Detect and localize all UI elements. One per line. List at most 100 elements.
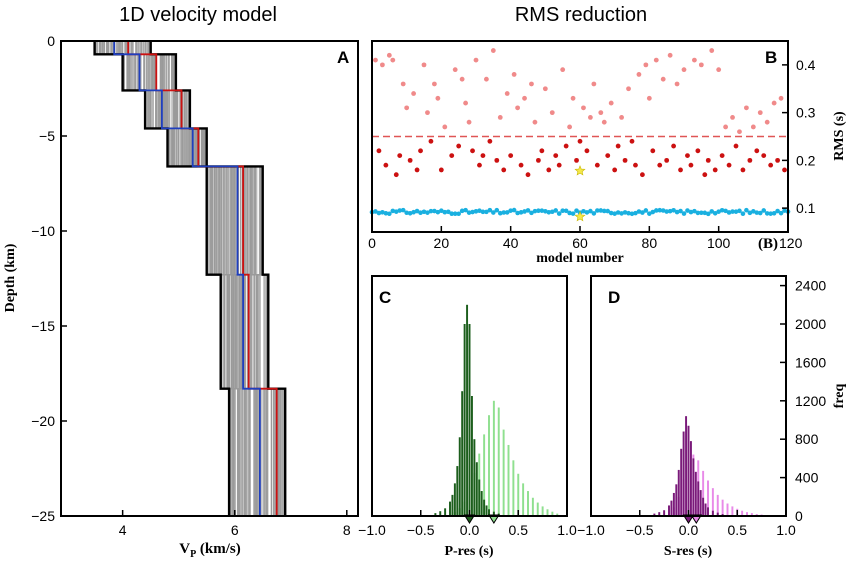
final-rms-cyan-point — [709, 209, 715, 214]
final-rms-cyan-point — [601, 208, 607, 214]
y-tick-label: 0.4 — [796, 57, 816, 73]
final-rms-cyan-point — [671, 207, 676, 213]
final-rms-cyan-point — [588, 208, 593, 214]
histogram-bar-after — [707, 507, 709, 516]
initial-rms-point — [522, 95, 527, 101]
initial-rms-point — [764, 119, 770, 125]
x-tick-label: 0.5 — [509, 522, 529, 538]
final-rms-red-point — [480, 153, 486, 159]
final-rms-cyan-point — [685, 208, 690, 213]
histogram-bar-before — [746, 512, 748, 516]
reference-velocity-line — [127, 41, 278, 516]
initial-rms-point — [459, 76, 465, 82]
y-tick-label: −20 — [31, 413, 55, 429]
final-rms-cyan-point — [626, 210, 631, 216]
final-rms-cyan-point — [744, 207, 749, 213]
y-tick-label: 2400 — [795, 278, 826, 294]
y-tick-label: 0 — [795, 508, 803, 524]
panel-c-xlabel: P-res (s) — [444, 544, 493, 559]
histogram-bar-after — [473, 439, 476, 516]
histogram-bar-after — [711, 510, 714, 516]
final-rms-red-point — [705, 157, 711, 163]
panel-c-ticks: −1.0 −0.5 0.0 0.5 1.0 — [358, 510, 577, 538]
final-rms-red-point — [685, 153, 690, 159]
histogram-bar-after — [488, 509, 490, 516]
final-rms-cyan-point — [536, 208, 541, 214]
final-rms-cyan-point — [584, 210, 590, 215]
initial-rms-point — [591, 81, 597, 87]
final-rms-cyan-point — [660, 208, 666, 213]
final-rms-red-point — [726, 162, 732, 168]
final-rms-cyan-point — [404, 210, 409, 216]
x-tick-label: −0.5 — [626, 522, 654, 538]
panel-a-ylabel: Depth (km) — [3, 243, 18, 312]
histogram-bar-after — [677, 469, 680, 516]
final-rms-red-point — [712, 167, 718, 173]
histogram-bar-after — [680, 448, 683, 516]
panel-a-letter: A — [337, 48, 349, 67]
final-rms-cyan-point — [581, 208, 586, 214]
y-tick-label: 0.1 — [796, 200, 816, 216]
panel-b-ticks: 0 20 40 60 80 100 120 0.1 0.2 0.3 0.4 — [368, 57, 816, 251]
final-rms-cyan-point — [491, 210, 496, 215]
final-rms-cyan-point — [511, 207, 517, 213]
y-tick-label: −5 — [39, 128, 55, 144]
histogram-bar-after — [468, 324, 471, 516]
histogram-bar-before — [702, 470, 705, 516]
final-rms-cyan-point — [619, 211, 624, 216]
x-tick-label: 0 — [368, 235, 376, 251]
panel-b-ylabel: RMS (s) — [832, 111, 847, 161]
initial-rms-point — [681, 67, 687, 73]
x-tick-label: −0.5 — [407, 522, 435, 538]
final-rms-red-point — [664, 157, 670, 163]
final-rms-red-point — [438, 167, 444, 173]
histogram-bar-after — [483, 499, 486, 516]
final-rms-cyan-point — [456, 211, 461, 217]
final-rms-cyan-point — [556, 211, 562, 216]
velocity-bounds-lines — [93, 41, 287, 516]
y-tick-label: 0 — [47, 33, 55, 49]
final-rms-cyan-point — [705, 211, 711, 217]
final-rms-cyan-point — [418, 210, 423, 216]
final-rms-cyan-point — [480, 209, 486, 215]
final-rms-cyan-point — [484, 209, 489, 215]
final-rms-red-point — [622, 157, 628, 163]
final-rms-cyan-point — [747, 210, 753, 216]
final-rms-cyan-point — [615, 210, 621, 215]
final-rms-red-point — [539, 148, 545, 154]
initial-rms-point — [432, 81, 437, 87]
initial-rms-point — [511, 72, 517, 77]
initial-rms-point — [598, 110, 604, 116]
best-model-star-cyan — [574, 210, 586, 222]
final-rms-red-point — [563, 143, 569, 149]
velocity-model-panel: 1D velocity model 4 6 8 0 −5 −10 −15 −20 −25 A V… — [3, 4, 359, 560]
final-rms-red-point — [775, 157, 780, 163]
final-rms-red-point — [536, 157, 541, 163]
xlabel-unit: (km/s) — [196, 541, 241, 557]
y-tick-label: 1200 — [795, 393, 826, 409]
panel-d-xlabel: S-res (s) — [664, 544, 713, 559]
initial-rms-point — [709, 48, 715, 53]
histogram-bar-before — [497, 407, 500, 516]
panel-d-ticks: −1.0 −0.5 0.0 0.5 1.00 400 800 1200 1600 2000 2400 — [577, 278, 826, 538]
final-rms-red-point — [695, 148, 701, 154]
histogram-bar-before — [541, 506, 544, 516]
final-rms-cyan-point — [487, 207, 493, 213]
initial-rms-point — [653, 57, 659, 63]
initial-rms-point — [643, 62, 649, 68]
final-rms-red-point — [671, 143, 676, 149]
initial-rms-point — [490, 48, 496, 53]
velocity-model-line — [123, 41, 244, 516]
histogram-bar-after — [658, 512, 661, 516]
histogram-bar-after — [687, 425, 690, 516]
final-rms-cyan-point — [546, 210, 552, 215]
histogram-bar-before — [531, 497, 534, 516]
histogram-bar-after — [672, 492, 675, 516]
initial-rms-point — [744, 105, 749, 111]
initial-rms-point — [667, 52, 673, 58]
final-rms-red-point — [640, 172, 645, 178]
final-rms-cyan-point — [591, 211, 597, 216]
histogram-bar-before — [750, 513, 753, 516]
initial-rms-point — [452, 67, 458, 73]
final-rms-cyan-point — [532, 208, 538, 214]
